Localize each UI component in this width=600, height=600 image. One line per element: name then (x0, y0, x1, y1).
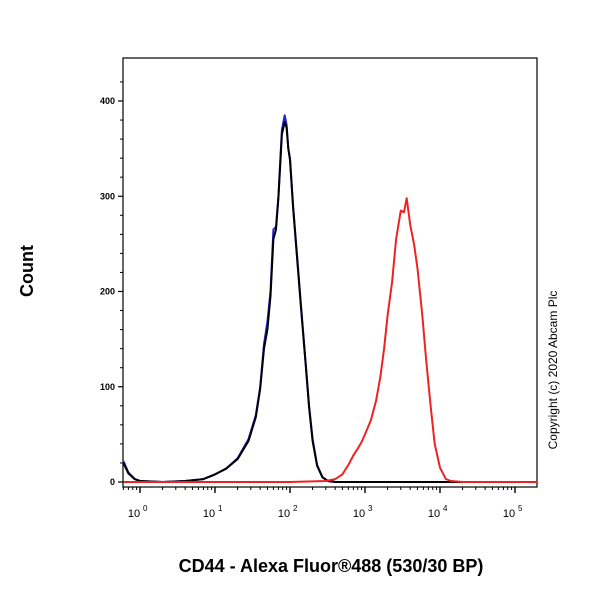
x-tick-exponent: 4 (443, 504, 448, 513)
series-lines (122, 114, 537, 483)
y-tick-label: 100 (100, 382, 115, 392)
series-line-0 (122, 114, 537, 483)
x-tick-exponent: 3 (368, 504, 373, 513)
x-tick-exponent: 5 (518, 504, 523, 513)
y-axis-title: Count (17, 245, 37, 297)
y-tick-label: 300 (100, 191, 115, 201)
y-axis: 0 100 200 300 400 (100, 81, 123, 487)
x-axis-title: CD44 - Alexa Fluor®488 (530/30 BP) (179, 556, 484, 576)
copyright-text: Copyright (c) 2020 Abcam Plc (546, 291, 560, 450)
y-tick-label: 200 (100, 287, 115, 297)
x-axis: 10 0 10 1 10 2 10 3 10 4 10 5 (122, 487, 523, 520)
plot-frame (122, 57, 538, 488)
x-tick-exponent: 2 (293, 504, 298, 513)
x-tick-exponent: 1 (218, 504, 223, 513)
x-tick-label: 10 (203, 508, 215, 520)
x-tick-exponent: 0 (143, 504, 148, 513)
x-tick-label: 10 (353, 508, 365, 520)
x-tick-label: 10 (503, 508, 515, 520)
x-tick-label: 10 (278, 508, 290, 520)
plot-border (122, 57, 538, 488)
series-line-1 (122, 121, 537, 483)
series-line-2 (123, 197, 537, 483)
y-tick-label: 0 (110, 477, 115, 487)
x-tick-label: 10 (128, 508, 140, 520)
x-tick-label: 10 (428, 508, 440, 520)
y-tick-label: 400 (100, 96, 115, 106)
